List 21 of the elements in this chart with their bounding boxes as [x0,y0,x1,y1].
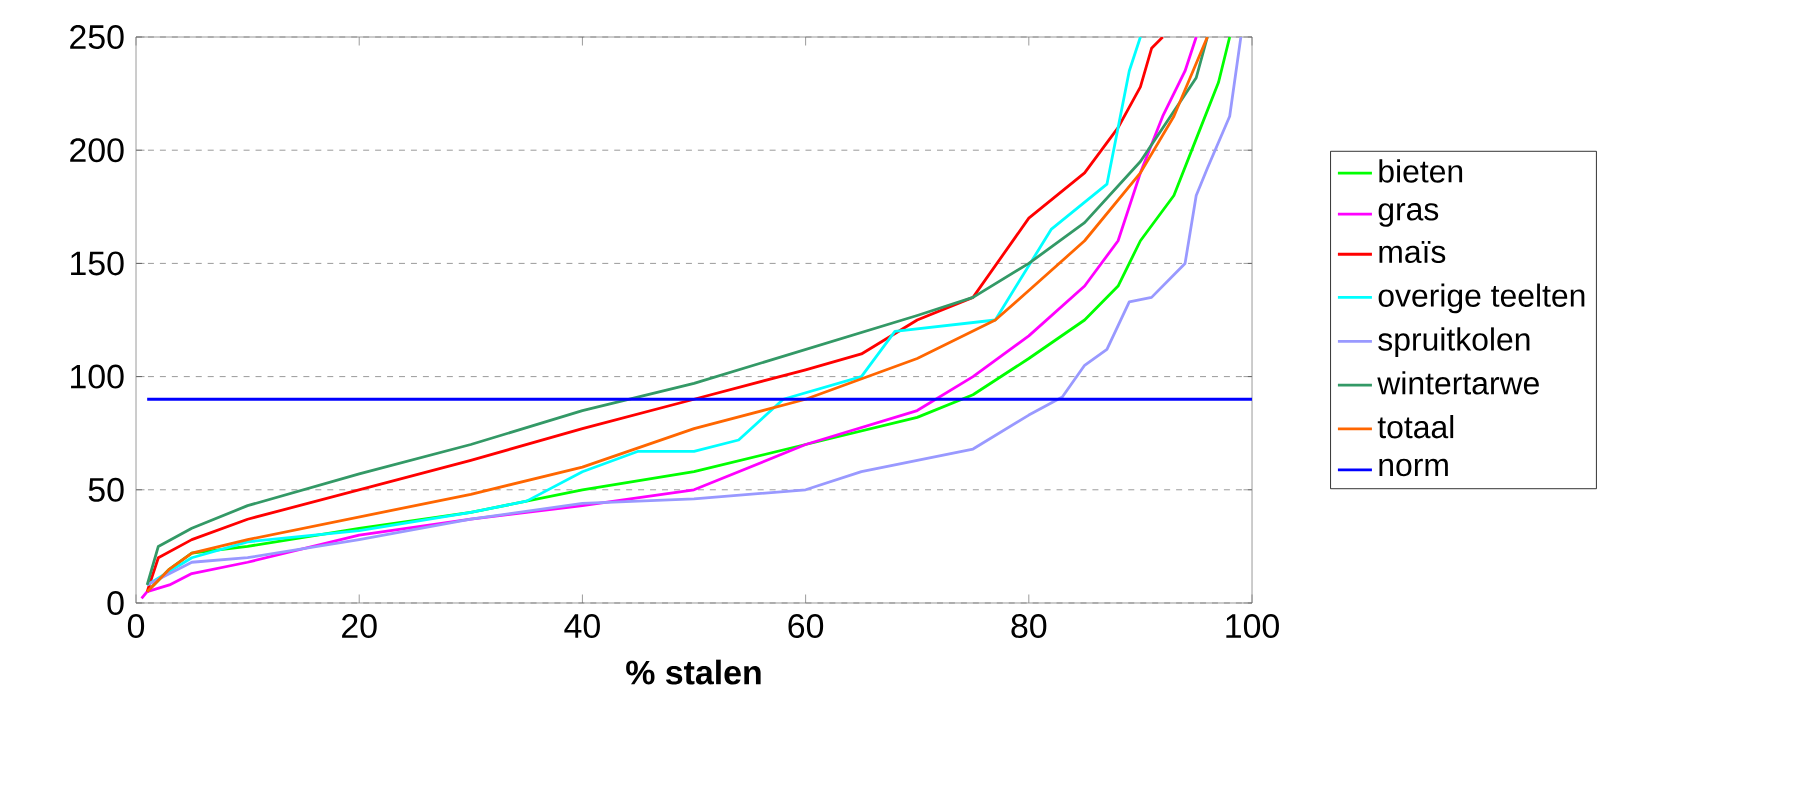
y-tick-label: 0 [107,591,124,615]
legend-label: bieten [1379,159,1463,183]
legend-label: norm [1379,458,1448,477]
x-axis-title: % stalen [626,659,761,685]
legend-label: spruitkolen [1378,327,1530,358]
legend-label: totaal [1377,414,1454,439]
x-tick-label: 100 [1226,614,1279,639]
y-tick-label: 200 [70,138,124,163]
y-tick-label: 250 [70,25,124,49]
y-tick-label: 50 [88,477,124,502]
x-tick-label: 60 [788,614,824,639]
x-tick-label: 40 [564,614,600,639]
y-tick-label: 150 [71,251,124,276]
legend-label: maïs [1379,240,1446,264]
legend-label: wintertarwe [1377,371,1539,395]
x-tick-label: 20 [342,614,377,639]
x-tick-label: 0 [127,614,145,639]
legend-label: overige teelten [1378,283,1585,314]
legend-label: gras [1378,203,1439,227]
y-tick-label: 100 [71,364,124,389]
x-tick-label: 80 [1011,614,1047,639]
